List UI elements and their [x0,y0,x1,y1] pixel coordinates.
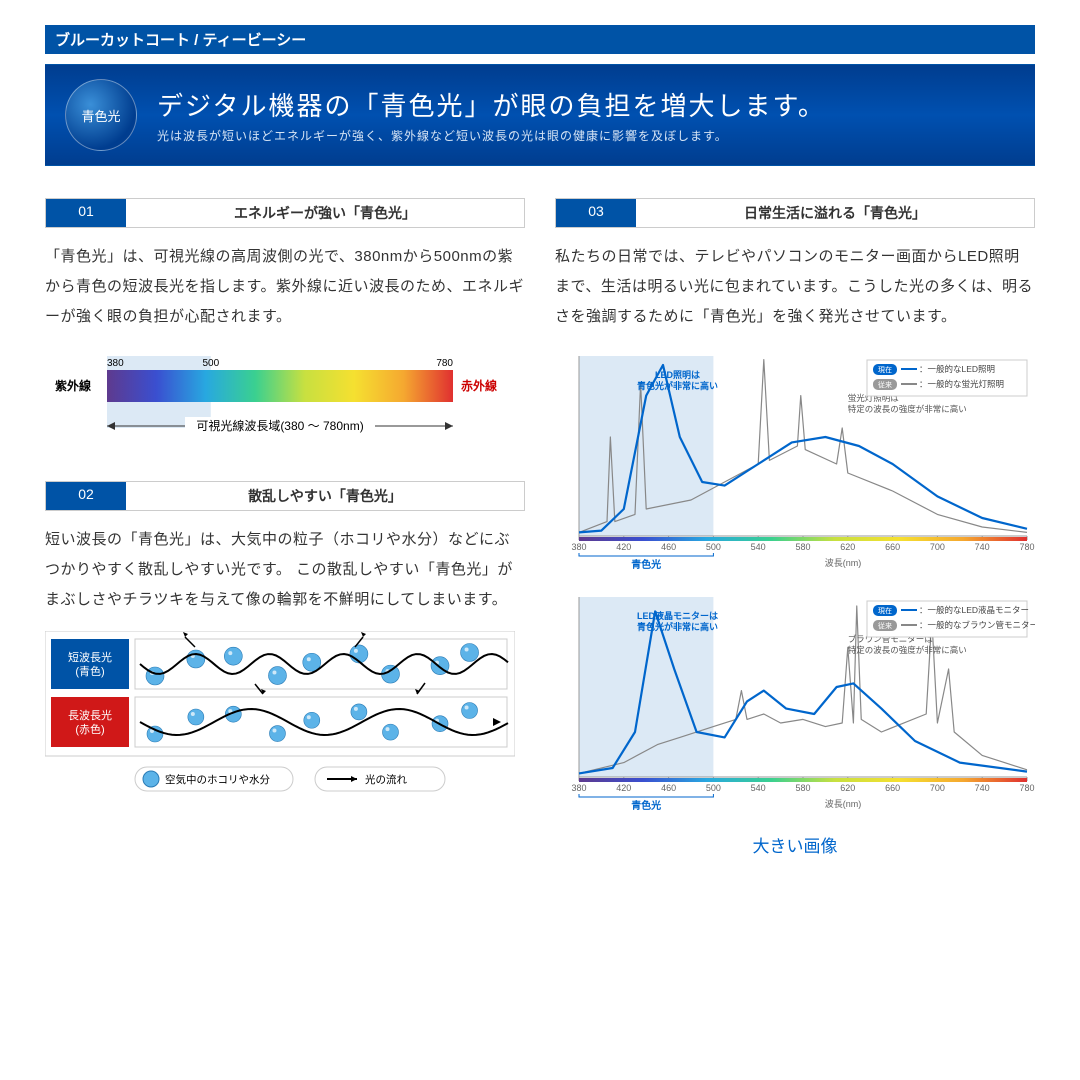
svg-text:紫外線: 紫外線 [55,378,91,393]
svg-text:740: 740 [975,783,990,793]
section-01-header: 01 エネルギーが強い「青色光」 [45,198,525,228]
svg-text:660: 660 [885,542,900,552]
svg-text:青色光: 青色光 [631,799,661,812]
section-title: エネルギーが強い「青色光」 [126,199,524,227]
enlarge-image-link[interactable]: 大きい画像 [555,832,1035,857]
svg-text:540: 540 [751,783,766,793]
section-title: 散乱しやすい「青色光」 [126,482,524,510]
hero-banner: 青色光 デジタル機器の「青色光」が眼の負担を増大します。 光は波長が短いほどエネ… [45,64,1035,166]
svg-text:500: 500 [706,542,721,552]
top-bar: ブルーカットコート / ティービーシー [45,25,1035,54]
svg-text:光の流れ: 光の流れ [365,773,407,786]
svg-text:700: 700 [930,542,945,552]
section-03-text: 私たちの日常では、テレビやパソコンのモニター画面からLED照明まで、生活は明るい… [555,242,1035,332]
svg-text:LED液晶モニターは: LED液晶モニターは [637,610,718,621]
svg-text:(赤色): (赤色) [75,722,104,736]
svg-text:特定の波長の強度が非常に高い: 特定の波長の強度が非常に高い [848,404,967,414]
svg-text:460: 460 [661,542,676,552]
svg-text:(青色): (青色) [75,664,104,678]
svg-text:620: 620 [840,783,855,793]
svg-text:：一般的なLED照明: ：一般的なLED照明 [919,364,995,374]
emission-chart-2: 380 420 460 500 540 580 620 660 700 740 780 波長(nm) 青… [555,589,1035,824]
svg-text:赤外線: 赤外線 [461,378,497,393]
svg-text:LED照明は: LED照明は [655,370,700,380]
svg-text:現在: 現在 [878,606,892,615]
right-column: 03 日常生活に溢れる「青色光」 私たちの日常では、テレビやパソコンのモニター画… [555,198,1035,857]
section-number: 01 [46,199,126,227]
svg-text:：一般的な蛍光灯照明: ：一般的な蛍光灯照明 [919,379,1004,389]
svg-text:740: 740 [975,542,990,552]
svg-text:従来: 従来 [878,621,892,630]
svg-text:780: 780 [1019,783,1034,793]
section-01-text: 「青色光」は、可視光線の高周波側の光で、380nmから500nmの紫から青色の短… [45,242,525,332]
section-number: 02 [46,482,126,510]
svg-text:420: 420 [616,542,631,552]
svg-text:：一般的なブラウン管モニター: ：一般的なブラウン管モニター [919,620,1035,630]
section-02-text: 短い波長の「青色光」は、大気中の粒子（ホコリや水分）などにぶつかりやすく散乱しや… [45,525,525,615]
section-number: 03 [556,199,636,227]
svg-text:青色光が非常に高い: 青色光が非常に高い [637,380,718,391]
scatter-diagram: 短波長光(青色) 長波長光(赤色) 空気中のホコリや水分 光の流れ [45,631,525,806]
svg-text:540: 540 [751,542,766,552]
svg-text:特定の波長の強度が非常に高い: 特定の波長の強度が非常に高い [848,645,967,655]
svg-text:500: 500 [202,358,219,369]
svg-text:460: 460 [661,783,676,793]
svg-text:従来: 従来 [878,380,892,389]
svg-text:波長(nm): 波長(nm) [825,798,862,809]
svg-text:700: 700 [930,783,945,793]
svg-text:380: 380 [571,542,586,552]
svg-text:500: 500 [706,783,721,793]
svg-text:可視光線波長域(380 〜 780nm): 可視光線波長域(380 〜 780nm) [196,418,363,433]
svg-text:空気中のホコリや水分: 空気中のホコリや水分 [165,773,270,786]
svg-text:波長(nm): 波長(nm) [825,557,862,568]
svg-text:青色光: 青色光 [631,558,661,571]
section-03-header: 03 日常生活に溢れる「青色光」 [555,198,1035,228]
svg-text:現在: 現在 [878,365,892,374]
svg-text:短波長光: 短波長光 [68,650,112,664]
hero-subtitle: 光は波長が短いほどエネルギーが強く、紫外線など短い波長の光は眼の健康に影響を及ぼ… [157,127,826,144]
left-column: 01 エネルギーが強い「青色光」 「青色光」は、可視光線の高周波側の光で、380… [45,198,525,857]
svg-text:780: 780 [1019,542,1034,552]
svg-text:長波長光: 長波長光 [68,708,112,722]
hero-circle-badge: 青色光 [65,79,137,151]
svg-text:660: 660 [885,783,900,793]
svg-text:580: 580 [795,783,810,793]
svg-text:580: 580 [795,542,810,552]
svg-text:420: 420 [616,783,631,793]
svg-text:青色光が非常に高い: 青色光が非常に高い [637,621,718,632]
svg-text:380: 380 [571,783,586,793]
spectrum-diagram: 380 500 780 紫外線 赤外線可視光線波長域(380 〜 780nm) [45,348,525,463]
svg-text:380: 380 [107,358,124,369]
section-02-header: 02 散乱しやすい「青色光」 [45,481,525,511]
svg-text:：一般的なLED液晶モニター: ：一般的なLED液晶モニター [919,605,1029,615]
svg-text:780: 780 [436,358,453,369]
section-title: 日常生活に溢れる「青色光」 [636,199,1034,227]
hero-title: デジタル機器の「青色光」が眼の負担を増大します。 [157,86,826,123]
emission-chart-1: 380 420 460 500 540 580 620 660 700 740 780 波長(nm) 青… [555,348,1035,583]
svg-text:620: 620 [840,542,855,552]
